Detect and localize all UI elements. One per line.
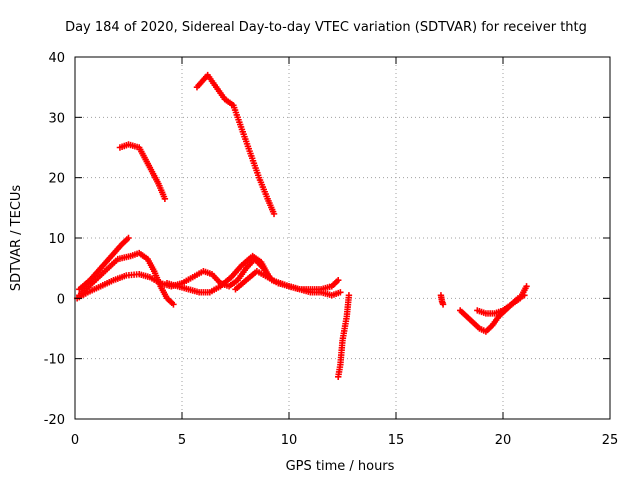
series-arc-g — [163, 252, 271, 296]
y-tick-label: 20 — [48, 172, 65, 187]
x-tick-label: 25 — [602, 433, 619, 448]
series-arc-l — [474, 283, 530, 317]
x-axis-title: GPS time / hours — [286, 459, 395, 474]
x-tick-label: 0 — [71, 433, 79, 448]
y-tick-label: -10 — [44, 353, 65, 368]
axis-ticks: 0 5 10 15 20 25 -20 -10 0 10 20 30 40 — [44, 51, 619, 448]
series-arc-b — [193, 71, 278, 218]
y-tick-label: 10 — [48, 232, 65, 247]
data-point — [335, 277, 342, 284]
data-point — [125, 234, 132, 242]
data-point — [523, 283, 530, 290]
series-arc-k — [457, 292, 528, 335]
y-tick-label: 40 — [48, 51, 65, 66]
grid-lines — [75, 57, 610, 419]
x-tick-label: 5 — [178, 433, 186, 448]
data-point — [270, 210, 278, 218]
series-arc-d — [76, 249, 177, 308]
series-arc-i — [335, 292, 353, 380]
data-points — [73, 71, 530, 380]
data-point — [345, 292, 353, 299]
x-tick-label: 10 — [281, 433, 298, 448]
series-arc-h — [232, 267, 344, 299]
y-tick-label: 30 — [48, 111, 65, 126]
y-axis-title: SDTVAR / TECUs — [9, 185, 24, 292]
data-point — [170, 301, 177, 308]
data-point — [439, 301, 447, 308]
y-tick-label: -20 — [44, 413, 65, 428]
series-arc-a — [116, 141, 169, 202]
y-tick-label: 0 — [57, 292, 65, 307]
chart-title: Day 184 of 2020, Sidereal Day-to-day VTE… — [65, 20, 587, 35]
data-point — [161, 195, 169, 202]
series-arc-j — [437, 292, 447, 308]
data-point — [337, 289, 344, 296]
x-tick-label: 15 — [388, 433, 405, 448]
x-tick-label: 20 — [495, 433, 512, 448]
